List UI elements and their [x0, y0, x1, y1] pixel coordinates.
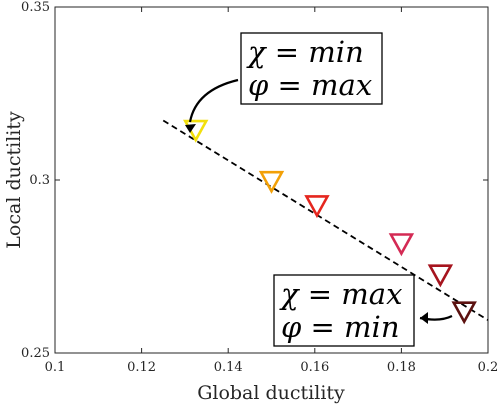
- annotation-arrow: [188, 78, 239, 123]
- data-point-triangle: [388, 233, 415, 257]
- annotation-line: χ = max: [279, 277, 402, 311]
- y-tick-label: 0.3: [29, 173, 50, 188]
- x-tick-label: 0.14: [214, 360, 243, 375]
- x-axis-ticks: 0.1 0.12 0.14 0.16 0.18 0.2: [45, 7, 498, 375]
- x-tick-label: 0.2: [478, 360, 498, 375]
- trend-line: [162, 119, 489, 321]
- y-tick-label: 0.25: [21, 346, 50, 361]
- data-point-triangle: [258, 170, 285, 194]
- x-tick-label: 0.1: [45, 360, 66, 375]
- y-tick-label: 0.35: [21, 0, 50, 15]
- annotation-box: [240, 32, 383, 105]
- x-tick-label: 0.18: [387, 360, 416, 375]
- annotation-box: [273, 274, 415, 347]
- annotation-bottom: χ = max φ = min: [273, 274, 453, 347]
- y-axis-label: Local ductility: [3, 111, 25, 249]
- x-tick-label: 0.12: [127, 360, 156, 375]
- x-axis-label: Global ductility: [197, 382, 345, 404]
- data-point-triangle: [451, 301, 477, 325]
- y-axis-ticks: 0.25 0.3 0.35: [21, 0, 488, 361]
- annotation-line: φ = max: [248, 68, 372, 102]
- x-tick-label: 0.16: [300, 360, 329, 375]
- data-point-triangle: [427, 264, 454, 288]
- data-point-triangle: [304, 195, 330, 219]
- arrowhead-icon: [420, 312, 428, 324]
- annotation-line: χ = min: [246, 35, 364, 69]
- annotation-top: χ = min φ = max: [185, 32, 383, 133]
- arrowhead-icon: [185, 124, 196, 133]
- annotation-line: φ = min: [281, 310, 400, 344]
